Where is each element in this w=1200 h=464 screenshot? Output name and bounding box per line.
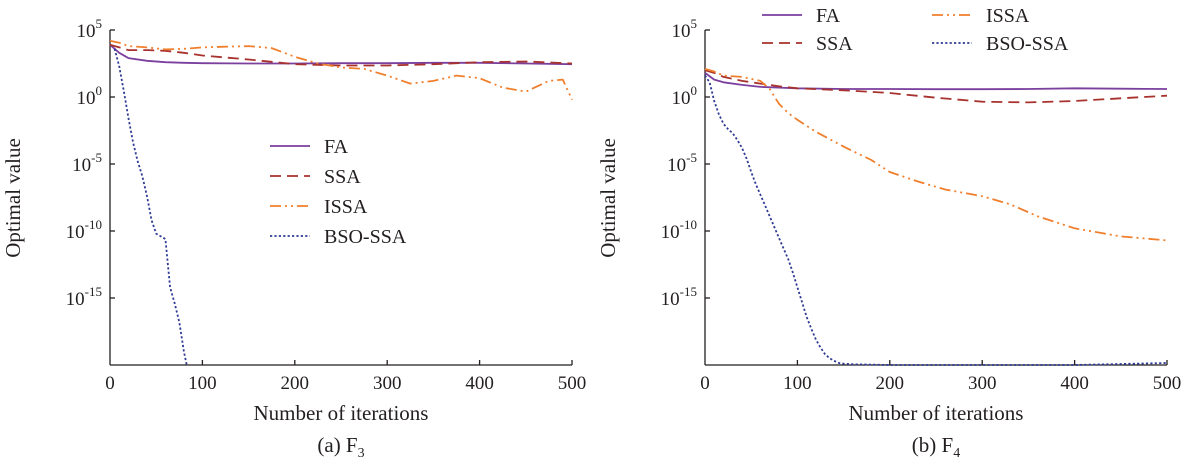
- y-axis-label: Optimal value: [1, 138, 25, 258]
- x-tick-label: 200: [876, 373, 905, 394]
- x-tick-label: 0: [105, 373, 115, 394]
- y-tick-label: 105: [672, 16, 698, 42]
- legend-label: ISSA: [324, 196, 368, 218]
- caption-text: (b) F: [912, 433, 953, 457]
- series-group: [109, 39, 573, 366]
- legend-label: BSO-SSA: [324, 226, 407, 248]
- y-tick-label: 10-15: [66, 284, 102, 310]
- y-tick-label: 10-10: [661, 217, 697, 243]
- legend: FA SSA ISSA BSO-SSA: [270, 136, 407, 248]
- legend: FA SSA ISSA BSO-SSA: [762, 5, 1069, 55]
- series-line-fa: [704, 72, 1168, 91]
- x-tick-label: 400: [465, 373, 494, 394]
- x-tick-label: 300: [373, 373, 402, 394]
- legend-label: FA: [324, 136, 349, 158]
- x-tick-label: 100: [783, 373, 812, 394]
- chart-panel-a: 0 100 200 300 400 500 105 100 10-5 10-10 10-15 Num…: [1, 16, 586, 461]
- series-line-fa: [109, 44, 573, 66]
- legend-label: ISSA: [986, 5, 1030, 27]
- x-tick-label: 500: [558, 373, 587, 394]
- series-group: [704, 68, 1168, 366]
- caption-subscript: 4: [953, 446, 960, 461]
- x-tick-label: 0: [700, 373, 710, 394]
- series-line-bso-ssa: [113, 48, 188, 366]
- y-tick-label: 105: [77, 16, 103, 42]
- y-tick-label: 100: [77, 83, 103, 109]
- x-axis-label: Number of iterations: [254, 401, 429, 425]
- x-tick-label: 100: [188, 373, 217, 394]
- series-line-issa: [109, 39, 573, 101]
- caption-subscript: 3: [358, 446, 365, 461]
- series-line-bso-ssa: [704, 75, 1168, 366]
- panel-caption: (a) F3: [317, 433, 364, 461]
- panel-caption: (b) F4: [912, 433, 960, 461]
- caption-text: (a) F: [317, 433, 357, 457]
- legend-label: SSA: [816, 33, 853, 55]
- y-tick-label: 10-15: [661, 284, 697, 310]
- legend-label: SSA: [324, 166, 361, 188]
- y-tick-label: 10-5: [667, 150, 697, 176]
- tick-group: 0 100 200 300 400 500 105 100 10-5 10-10 10-15: [66, 16, 587, 394]
- legend-label: FA: [816, 5, 841, 27]
- legend-label: BSO-SSA: [986, 33, 1069, 55]
- x-axis-label: Number of iterations: [849, 401, 1024, 425]
- y-axis-label: Optimal value: [596, 138, 620, 258]
- x-tick-label: 500: [1153, 373, 1182, 394]
- tick-group: 0 100 200 300 400 500 105 100 10-5 10-10 10-15: [661, 16, 1182, 394]
- x-tick-label: 400: [1060, 373, 1089, 394]
- y-tick-label: 100: [672, 83, 698, 109]
- series-line-issa: [704, 68, 1168, 242]
- y-tick-label: 10-5: [72, 150, 102, 176]
- y-tick-label: 10-10: [66, 217, 102, 243]
- series-line-ssa: [704, 69, 1168, 104]
- x-tick-label: 300: [968, 373, 997, 394]
- chart-panel-b: 0 100 200 300 400 500 105 100 10-5 10-10 10-15 Num…: [596, 5, 1181, 461]
- series-line-ssa: [109, 43, 573, 67]
- x-tick-label: 200: [281, 373, 310, 394]
